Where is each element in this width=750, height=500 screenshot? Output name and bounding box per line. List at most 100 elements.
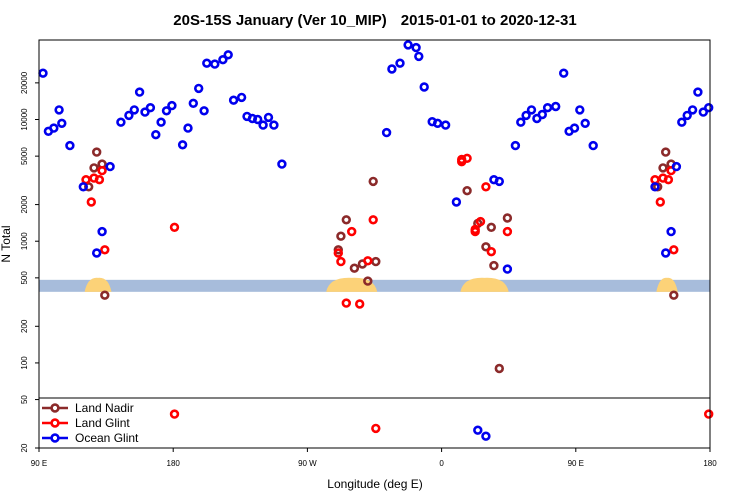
axes: 90 E 180 90 W 0 90 E 180 20 50 100 200 500 1000 2000…: [20, 71, 717, 468]
ocean-glint-point: [236, 92, 247, 103]
ocean-glint-point: [569, 123, 580, 133]
ocean-glint-point: [54, 105, 64, 115]
ocean-glint-point: [698, 107, 708, 117]
land-glint-point: [169, 409, 180, 419]
ocean-glint-point: [682, 110, 692, 121]
land-nadir-point: [100, 290, 110, 300]
land-glint-point: [650, 175, 660, 185]
ocean-glint-point: [521, 110, 531, 121]
ocean-glint-point: [161, 106, 172, 116]
ocean-glint-point: [580, 118, 590, 129]
ocean-glint-point: [57, 118, 67, 129]
land-glint-point: [86, 197, 97, 207]
y-tick-label: 20: [20, 443, 29, 452]
land-glint-point: [363, 256, 373, 266]
land-nadir-point: [658, 163, 668, 173]
ocean-glint-point: [411, 42, 421, 53]
land-glint-point: [481, 182, 491, 192]
ocean-glint-point: [550, 101, 561, 112]
ocean-glint-point: [210, 59, 220, 69]
x-axis-label: Longitude (deg E): [327, 477, 422, 491]
ocean-glint-point: [440, 120, 451, 130]
legend-item-land-glint: Land Glint: [42, 416, 130, 430]
ocean-glint-point: [687, 105, 698, 115]
land-glint-point: [347, 226, 357, 237]
ocean-glint-point: [38, 68, 48, 78]
x-tick-label: 180: [167, 459, 181, 468]
ocean-glint-point: [473, 425, 483, 435]
ocean-glint-point: [414, 51, 424, 62]
land-nadir-point: [89, 163, 99, 173]
plot-frame: [38, 39, 711, 449]
y-tick-label: 10000: [20, 108, 29, 131]
land-glint-point: [703, 409, 714, 419]
land-glint-point: [486, 247, 496, 257]
legend-label: Land Glint: [75, 416, 130, 430]
ocean-glint-point: [199, 106, 209, 116]
ocean-glint-point: [49, 123, 59, 133]
ocean-glint-point: [156, 117, 166, 127]
y-tick-label: 500: [20, 271, 29, 285]
land-glint-point: [655, 197, 665, 207]
ocean-glint-point: [558, 68, 569, 78]
ocean-glint-point: [516, 117, 526, 127]
land-glint-point: [94, 175, 105, 185]
ocean-glint-point: [140, 107, 150, 117]
land-glint-point: [333, 248, 343, 258]
land-glint-point: [368, 215, 378, 225]
land-nadir-point: [336, 231, 346, 241]
land-nadir-point: [481, 242, 491, 252]
land-glint-point: [336, 256, 346, 267]
ocean-glint-point: [263, 112, 274, 123]
legend-marker: [50, 418, 60, 428]
ocean-glint-point: [188, 98, 199, 109]
chart-title-main: 20S-15S January (Ver 10_MIP): [173, 12, 386, 29]
ocean-glint-point: [432, 118, 443, 129]
land-glint-point: [97, 165, 107, 176]
land-glint-point: [341, 298, 351, 308]
mask-band: [39, 277, 710, 292]
y-tick-label: 5000: [20, 147, 29, 165]
ocean-glint-point: [177, 140, 188, 150]
ocean-glint-point: [703, 102, 714, 113]
ocean-glint-point: [693, 87, 703, 97]
land-nadir-point: [341, 215, 351, 225]
x-tick-label: 180: [703, 459, 717, 468]
land-mask-segment: [460, 277, 509, 292]
ocean-glint-point: [677, 117, 687, 127]
ocean-glint-point: [194, 83, 204, 94]
ocean-glint-point: [671, 161, 682, 172]
ocean-glint-point: [526, 105, 537, 115]
ocean-glint-point: [124, 110, 134, 121]
ocean-glint-point: [494, 176, 504, 187]
land-glint-point: [502, 226, 513, 237]
land-nadir-point: [368, 176, 378, 187]
ocean-glint-point: [381, 127, 392, 138]
ocean-glint-point: [387, 64, 397, 74]
legend-item-ocean-glint: Ocean Glint: [42, 431, 139, 445]
ocean-glint-point: [218, 54, 228, 65]
ocean-glint-point: [253, 114, 263, 125]
ocean-glint-point: [258, 120, 268, 130]
ocean-glint-point: [575, 105, 585, 115]
ocean-glint-point: [145, 102, 156, 113]
ocean-glint-point: [105, 161, 115, 172]
ocean-glint-point: [395, 58, 405, 68]
legend-marker: [50, 433, 60, 443]
ocean-glint-point: [78, 182, 89, 192]
ocean-glint-point: [65, 140, 75, 151]
land-glint-point: [470, 224, 480, 235]
x-tick-label: 0: [439, 459, 444, 468]
data-points: [38, 40, 714, 441]
land-nadir-point: [349, 263, 360, 273]
land-glint-point: [355, 299, 365, 309]
ocean-glint-point: [660, 248, 671, 258]
chart-date-range: 2015-01-01 to 2020-12-31: [401, 12, 577, 29]
land-glint-point: [462, 153, 472, 164]
ocean-glint-point: [116, 117, 126, 127]
ocean-glint-point: [502, 264, 513, 274]
land-nadir-point: [91, 147, 102, 157]
ocean-glint-point: [129, 105, 140, 115]
